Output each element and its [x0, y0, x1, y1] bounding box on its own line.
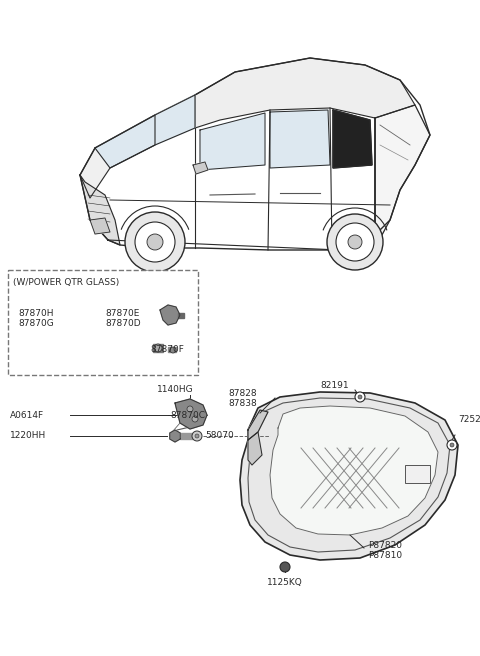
Polygon shape [375, 105, 430, 248]
Text: 87838: 87838 [228, 398, 257, 407]
Text: 1140HG: 1140HG [157, 384, 193, 394]
Text: P87820: P87820 [368, 541, 402, 550]
Polygon shape [240, 392, 458, 560]
Polygon shape [80, 58, 430, 250]
Circle shape [358, 395, 362, 399]
Text: 87870D: 87870D [105, 319, 141, 327]
Polygon shape [248, 410, 268, 440]
Polygon shape [200, 113, 265, 170]
Polygon shape [333, 110, 372, 168]
Circle shape [154, 344, 162, 352]
Text: 82191: 82191 [320, 380, 348, 390]
Circle shape [187, 406, 193, 412]
Polygon shape [80, 175, 120, 245]
Text: A0614F: A0614F [10, 411, 44, 419]
Polygon shape [195, 58, 415, 128]
Polygon shape [270, 110, 330, 168]
Text: 87870H: 87870H [18, 308, 53, 318]
Text: (W/POWER QTR GLASS): (W/POWER QTR GLASS) [13, 278, 119, 287]
Polygon shape [270, 406, 438, 535]
Text: 87870E: 87870E [105, 308, 139, 318]
Text: 87870F: 87870F [150, 346, 184, 354]
Polygon shape [248, 432, 262, 465]
Circle shape [447, 440, 457, 450]
Polygon shape [170, 430, 180, 442]
Text: 1220HH: 1220HH [10, 432, 46, 440]
Polygon shape [80, 115, 155, 198]
Text: 87828: 87828 [228, 388, 257, 398]
Circle shape [195, 434, 199, 438]
Polygon shape [153, 344, 163, 352]
Circle shape [192, 431, 202, 441]
Text: 58070: 58070 [205, 432, 234, 440]
Circle shape [192, 416, 198, 422]
Circle shape [327, 214, 383, 270]
Circle shape [125, 212, 185, 272]
Circle shape [170, 347, 176, 353]
Text: 1125KQ: 1125KQ [267, 577, 303, 586]
Text: 72525: 72525 [458, 415, 480, 424]
Polygon shape [178, 313, 184, 318]
Polygon shape [180, 433, 193, 439]
Polygon shape [175, 399, 207, 429]
Polygon shape [160, 305, 180, 325]
Text: P87810: P87810 [368, 550, 402, 560]
Polygon shape [95, 95, 195, 168]
Circle shape [147, 234, 163, 250]
Polygon shape [168, 347, 176, 352]
Circle shape [280, 562, 290, 572]
Circle shape [336, 223, 374, 261]
Circle shape [348, 235, 362, 249]
Polygon shape [90, 218, 110, 234]
Circle shape [355, 392, 365, 402]
Polygon shape [193, 162, 208, 174]
Circle shape [450, 443, 454, 447]
Text: 87870C: 87870C [170, 411, 205, 419]
Text: 87870G: 87870G [18, 319, 54, 327]
Circle shape [135, 222, 175, 262]
Bar [8, 270, 198, 375]
Bar [405, 465, 430, 483]
